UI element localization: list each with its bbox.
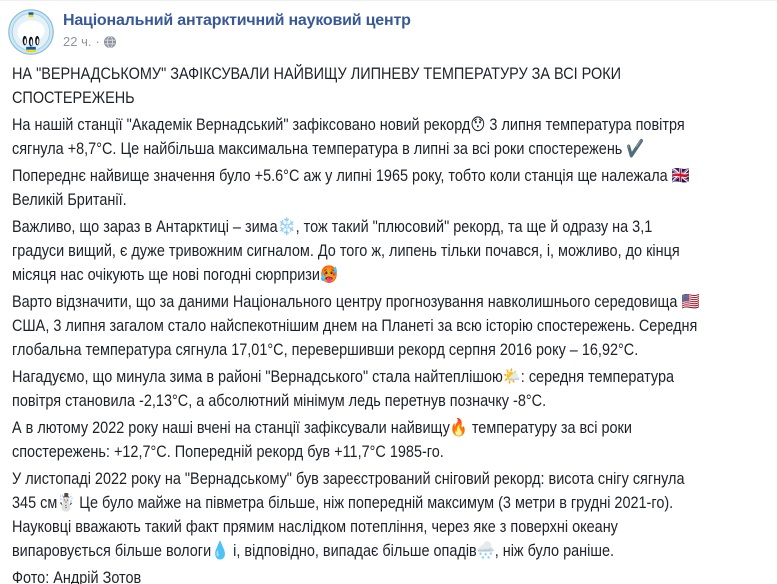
post-meta: 22 ч. · <box>63 34 411 49</box>
header-text: Національний антарктичний науковий центр… <box>63 9 411 49</box>
post-paragraph-7: У листопаді 2022 року на "Вернадському" … <box>12 469 685 560</box>
timestamp[interactable]: 22 ч. <box>63 34 92 49</box>
post-paragraph-3: Важливо, що зараз в Антарктиці – зима❄️,… <box>12 217 680 284</box>
post-paragraph-1: На нашій станції "Академік Вернадський" … <box>12 115 685 158</box>
post-paragraph-6: А в лютому 2022 року наші вчені на станц… <box>12 418 632 461</box>
post-paragraph-4: Варто відзначити, що за даними Національ… <box>12 292 700 359</box>
meta-separator: · <box>95 34 100 49</box>
penguins-icon <box>22 35 40 47</box>
photo-credit: Фото: Андрій Зотов <box>12 568 142 584</box>
globe-privacy-icon <box>103 35 116 48</box>
post-content: НА "ВЕРНАДСЬКОМУ" ЗАФІКСУВАЛИ НАЙВИЩУ ЛИ… <box>12 62 765 584</box>
post-headline: НА "ВЕРНАДСЬКОМУ" ЗАФІКСУВАЛИ НАЙВИЩУ ЛИ… <box>12 64 622 107</box>
page-avatar[interactable] <box>8 9 54 55</box>
page-name-link[interactable]: Національний антарктичний науковий центр <box>63 12 411 29</box>
post-paragraph-5: Нагадуємо, що минула зима в районі "Верн… <box>12 367 675 410</box>
post-header: Національний антарктичний науковий центр… <box>0 1 777 60</box>
post-paragraph-2: Попереднє найвище значення було +5.6°С а… <box>12 166 690 209</box>
